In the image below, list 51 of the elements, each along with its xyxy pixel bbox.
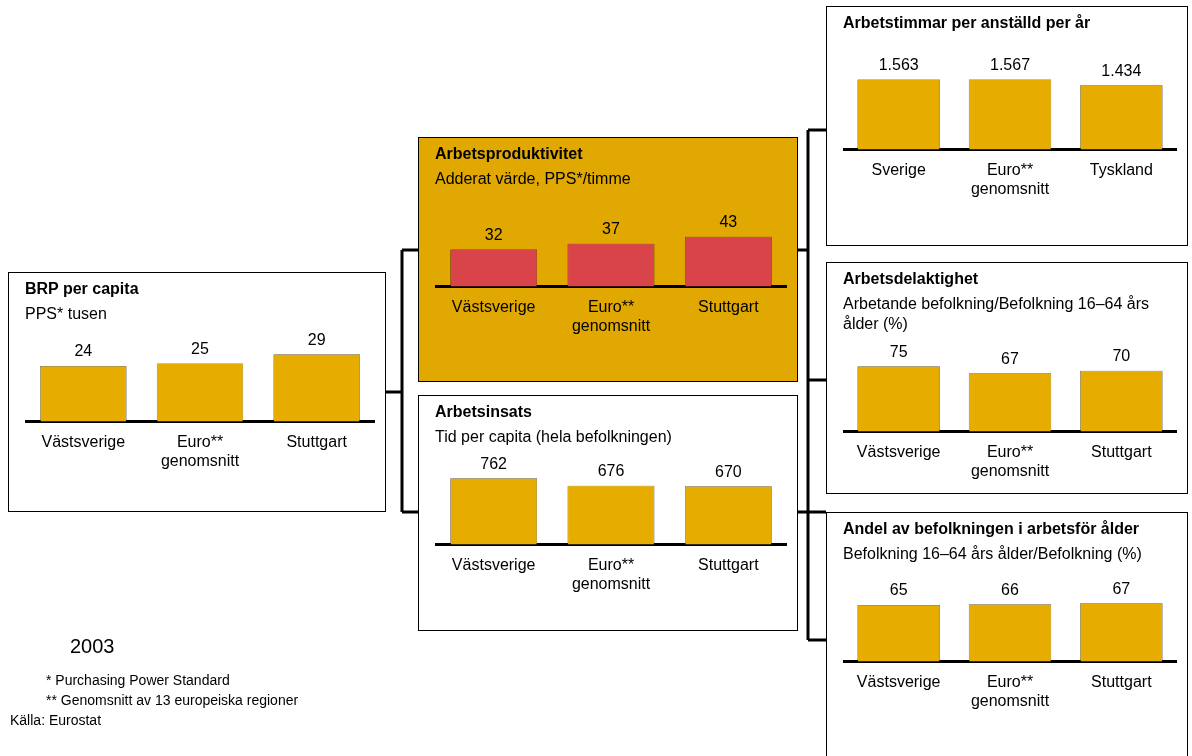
- text: 2003: [70, 635, 116, 657]
- x-tick-label: Västsverige: [856, 672, 941, 690]
- chart-subtitle: Befolkning 16–64 års ålder/Befolkning (%): [843, 544, 1143, 564]
- x-tick-label: Euro** genomsnitt: [571, 555, 651, 592]
- data-label: 32: [484, 225, 503, 243]
- x-tick-label: Euro** genomsnitt: [970, 672, 1050, 709]
- x-tick-label: Euro** genomsnitt: [970, 160, 1050, 197]
- x-tick-label: Västsverige: [451, 555, 536, 573]
- data-label: 24: [74, 342, 93, 360]
- x-tick-label: Västsverige: [451, 297, 536, 315]
- chart-subtitle: Adderat värde, PPS*/timme: [435, 169, 632, 189]
- data-label: 65: [889, 581, 908, 599]
- x-tick-label: Västsverige: [41, 432, 126, 450]
- x-tick-label: Euro** genomsnitt: [571, 297, 651, 334]
- x-tick-label: Västsverige: [856, 442, 941, 460]
- data-label: 1.567: [989, 55, 1031, 73]
- data-label: 25: [191, 340, 209, 358]
- data-label: 75: [889, 342, 908, 360]
- data-label: 29: [307, 330, 326, 348]
- text: ** Genomsnitt av 13 europeiska regioner: [46, 691, 299, 710]
- chart-subtitle: Tid per capita (hela befolkningen): [435, 427, 673, 447]
- chart-title: Arbetstimmar per anställd per år: [843, 13, 1092, 32]
- x-tick-label: Sverige: [871, 160, 926, 178]
- chart-subtitle: Arbetande befolkning/Befolkning 16–64 års ålder (%): [843, 294, 1150, 334]
- data-label: 67: [1112, 579, 1131, 597]
- data-label: 67: [1001, 349, 1019, 367]
- x-tick-label: Stuttgart: [698, 297, 760, 315]
- text: * Purchasing Power Standard: [46, 671, 231, 690]
- text: Källa: Eurostat: [10, 711, 103, 730]
- x-tick-label: Stuttgart: [286, 432, 348, 450]
- x-tick-label: Stuttgart: [1091, 672, 1153, 690]
- x-tick-label: Stuttgart: [698, 555, 760, 573]
- chart-title: Arbetsdelaktighet: [843, 269, 980, 288]
- data-label: 762: [480, 454, 508, 472]
- chart-title: Andel av befolkningen i arbetsför ålder: [843, 519, 1141, 538]
- chart-subtitle: PPS* tusen: [25, 304, 108, 324]
- data-label: 70: [1112, 347, 1131, 365]
- chart-title: Arbetsproduktivitet: [435, 144, 584, 163]
- data-label: 43: [719, 213, 738, 231]
- data-label: 670: [714, 462, 742, 480]
- data-label: 1.563: [878, 55, 919, 73]
- data-label: 1.434: [1101, 61, 1142, 79]
- x-tick-label: Euro** genomsnitt: [970, 442, 1050, 479]
- chart-title: BRP per capita: [25, 279, 140, 298]
- x-tick-label: Stuttgart: [1091, 442, 1153, 460]
- x-tick-label: Euro** genomsnitt: [160, 432, 240, 469]
- data-label: 37: [602, 220, 620, 238]
- data-label: 676: [597, 462, 625, 480]
- chart-title: Arbetsinsats: [435, 402, 533, 421]
- x-tick-label: Tyskland: [1089, 160, 1153, 178]
- data-label: 66: [1001, 580, 1019, 598]
